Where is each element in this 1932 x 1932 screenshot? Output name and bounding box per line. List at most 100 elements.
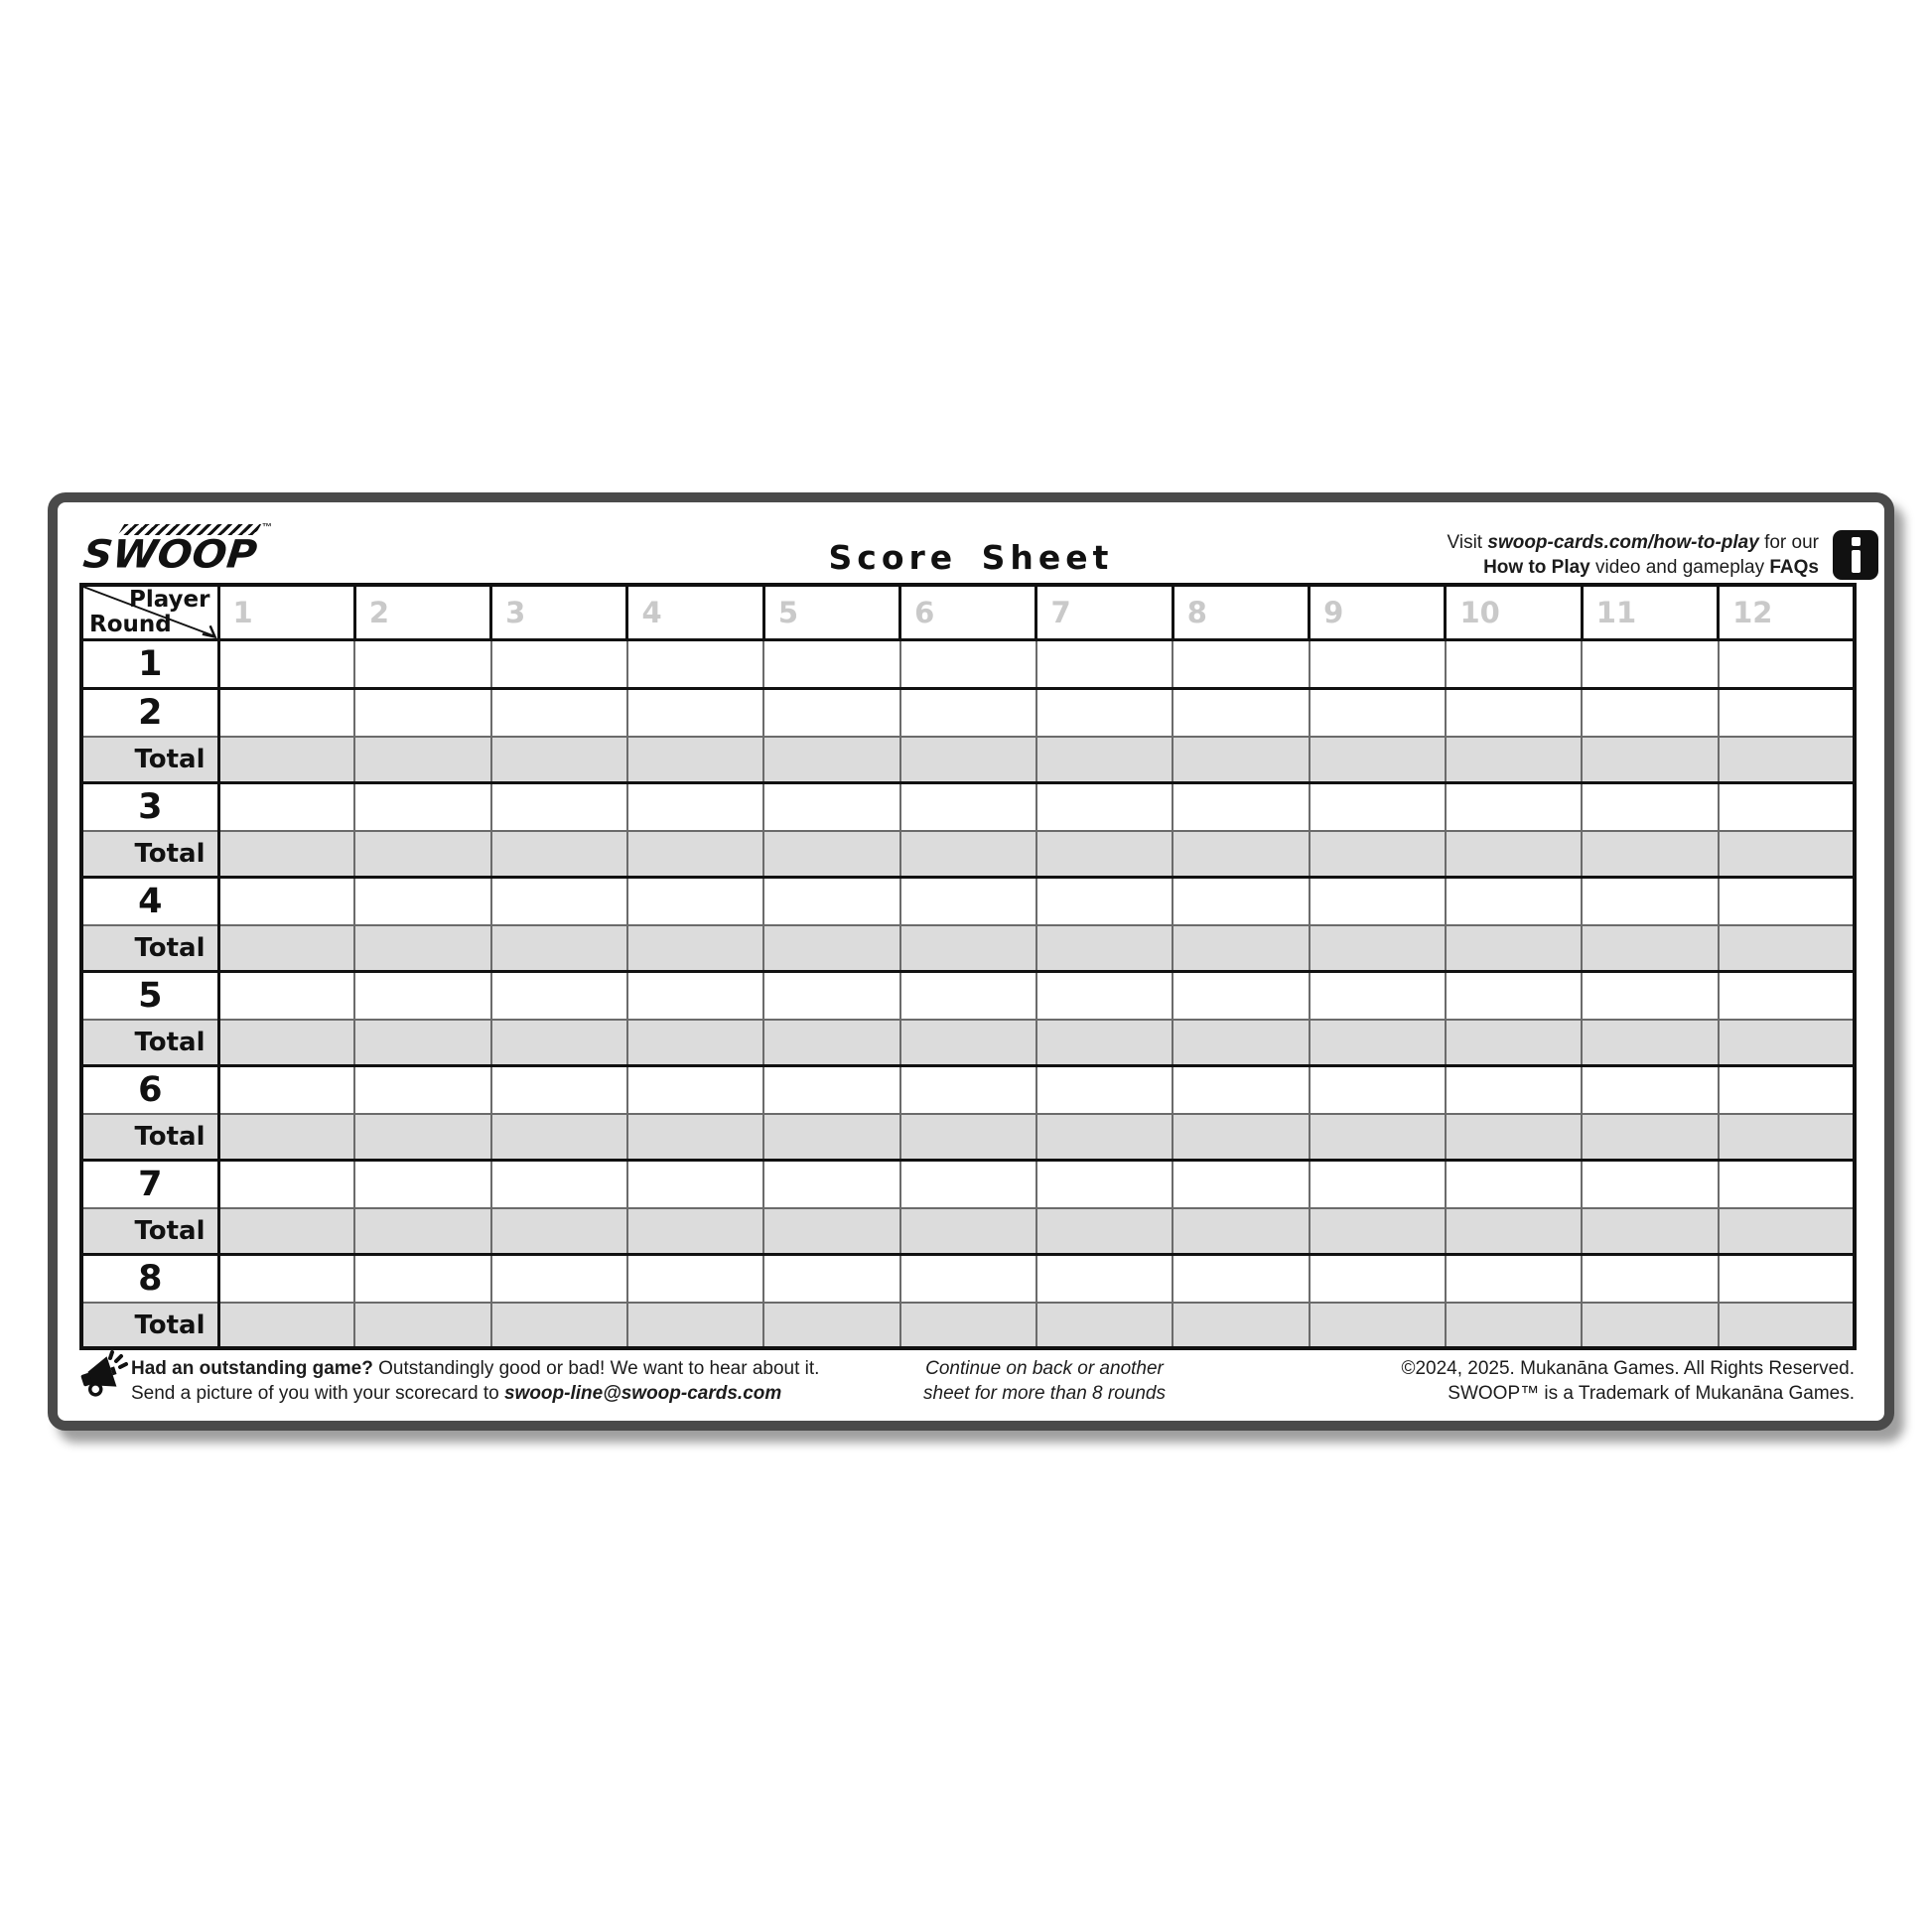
score-cell[interactable] xyxy=(1444,1158,1583,1208)
score-cell[interactable] xyxy=(1444,875,1583,925)
score-cell[interactable] xyxy=(762,969,900,1020)
score-cell[interactable] xyxy=(1444,736,1583,782)
score-cell[interactable] xyxy=(1717,1252,1855,1303)
score-cell[interactable] xyxy=(1444,1252,1583,1303)
score-cell[interactable] xyxy=(898,736,1036,782)
score-cell[interactable] xyxy=(898,1207,1036,1254)
score-cell[interactable] xyxy=(1308,1063,1446,1114)
score-cell[interactable] xyxy=(489,1158,627,1208)
score-cell[interactable] xyxy=(1172,1019,1310,1065)
score-cell[interactable] xyxy=(353,1302,491,1348)
score-cell[interactable] xyxy=(625,1302,764,1348)
score-cell[interactable] xyxy=(1581,924,1719,971)
score-cell[interactable] xyxy=(1444,1302,1583,1348)
score-cell[interactable] xyxy=(898,969,1036,1020)
score-cell[interactable] xyxy=(1717,1019,1855,1065)
score-cell[interactable] xyxy=(898,1302,1036,1348)
score-cell[interactable] xyxy=(1035,1158,1173,1208)
score-cell[interactable] xyxy=(1035,969,1173,1020)
score-cell[interactable] xyxy=(762,637,900,688)
score-cell[interactable] xyxy=(1581,1252,1719,1303)
score-cell[interactable] xyxy=(1308,875,1446,925)
score-cell[interactable] xyxy=(353,830,491,877)
score-cell[interactable] xyxy=(216,1302,355,1348)
score-cell[interactable] xyxy=(898,1252,1036,1303)
score-cell[interactable] xyxy=(1172,1302,1310,1348)
score-cell[interactable] xyxy=(489,1302,627,1348)
score-cell[interactable] xyxy=(762,1207,900,1254)
score-cell[interactable] xyxy=(353,1252,491,1303)
score-cell[interactable] xyxy=(216,1063,355,1114)
score-cell[interactable] xyxy=(625,924,764,971)
score-cell[interactable] xyxy=(489,1063,627,1114)
score-cell[interactable] xyxy=(898,830,1036,877)
score-cell[interactable] xyxy=(762,780,900,831)
score-cell[interactable] xyxy=(898,924,1036,971)
score-cell[interactable] xyxy=(216,1113,355,1160)
score-cell[interactable] xyxy=(1581,1207,1719,1254)
score-cell[interactable] xyxy=(1581,969,1719,1020)
score-cell[interactable] xyxy=(1308,780,1446,831)
score-cell[interactable] xyxy=(625,830,764,877)
score-cell[interactable] xyxy=(625,969,764,1020)
score-cell[interactable] xyxy=(216,924,355,971)
score-cell[interactable] xyxy=(489,637,627,688)
score-cell[interactable] xyxy=(1172,924,1310,971)
score-cell[interactable] xyxy=(216,969,355,1020)
score-cell[interactable] xyxy=(1035,736,1173,782)
score-cell[interactable] xyxy=(353,1019,491,1065)
score-cell[interactable] xyxy=(1308,924,1446,971)
score-cell[interactable] xyxy=(898,780,1036,831)
score-cell[interactable] xyxy=(898,875,1036,925)
score-cell[interactable] xyxy=(625,780,764,831)
score-cell[interactable] xyxy=(625,1019,764,1065)
score-cell[interactable] xyxy=(1717,1207,1855,1254)
score-cell[interactable] xyxy=(1308,736,1446,782)
score-cell[interactable] xyxy=(1172,969,1310,1020)
score-cell[interactable] xyxy=(762,1252,900,1303)
score-cell[interactable] xyxy=(1172,780,1310,831)
score-cell[interactable] xyxy=(1444,830,1583,877)
score-cell[interactable] xyxy=(1444,924,1583,971)
score-cell[interactable] xyxy=(216,736,355,782)
score-cell[interactable] xyxy=(1035,1113,1173,1160)
score-cell[interactable] xyxy=(1717,780,1855,831)
score-cell[interactable] xyxy=(353,1063,491,1114)
score-cell[interactable] xyxy=(1035,830,1173,877)
score-cell[interactable] xyxy=(1444,780,1583,831)
score-cell[interactable] xyxy=(1172,875,1310,925)
score-cell[interactable] xyxy=(762,924,900,971)
score-cell[interactable] xyxy=(1172,830,1310,877)
score-cell[interactable] xyxy=(1035,1019,1173,1065)
score-cell[interactable] xyxy=(898,1063,1036,1114)
score-cell[interactable] xyxy=(1717,1302,1855,1348)
score-cell[interactable] xyxy=(489,1019,627,1065)
score-cell[interactable] xyxy=(762,1158,900,1208)
score-cell[interactable] xyxy=(762,1063,900,1114)
score-cell[interactable] xyxy=(1035,637,1173,688)
score-cell[interactable] xyxy=(1717,637,1855,688)
score-cell[interactable] xyxy=(1172,1113,1310,1160)
score-cell[interactable] xyxy=(1581,780,1719,831)
score-cell[interactable] xyxy=(1444,1019,1583,1065)
score-cell[interactable] xyxy=(216,1252,355,1303)
score-cell[interactable] xyxy=(1308,1207,1446,1254)
score-cell[interactable] xyxy=(353,1207,491,1254)
score-cell[interactable] xyxy=(353,875,491,925)
score-cell[interactable] xyxy=(1035,780,1173,831)
score-cell[interactable] xyxy=(1308,1019,1446,1065)
score-cell[interactable] xyxy=(353,969,491,1020)
score-cell[interactable] xyxy=(625,1063,764,1114)
score-cell[interactable] xyxy=(1717,1158,1855,1208)
score-cell[interactable] xyxy=(216,1158,355,1208)
score-cell[interactable] xyxy=(1717,924,1855,971)
score-cell[interactable] xyxy=(1444,686,1583,737)
score-cell[interactable] xyxy=(1444,1063,1583,1114)
score-cell[interactable] xyxy=(1717,1113,1855,1160)
score-cell[interactable] xyxy=(898,1158,1036,1208)
score-cell[interactable] xyxy=(216,780,355,831)
score-cell[interactable] xyxy=(625,1207,764,1254)
score-cell[interactable] xyxy=(353,780,491,831)
score-cell[interactable] xyxy=(898,1113,1036,1160)
score-cell[interactable] xyxy=(762,736,900,782)
